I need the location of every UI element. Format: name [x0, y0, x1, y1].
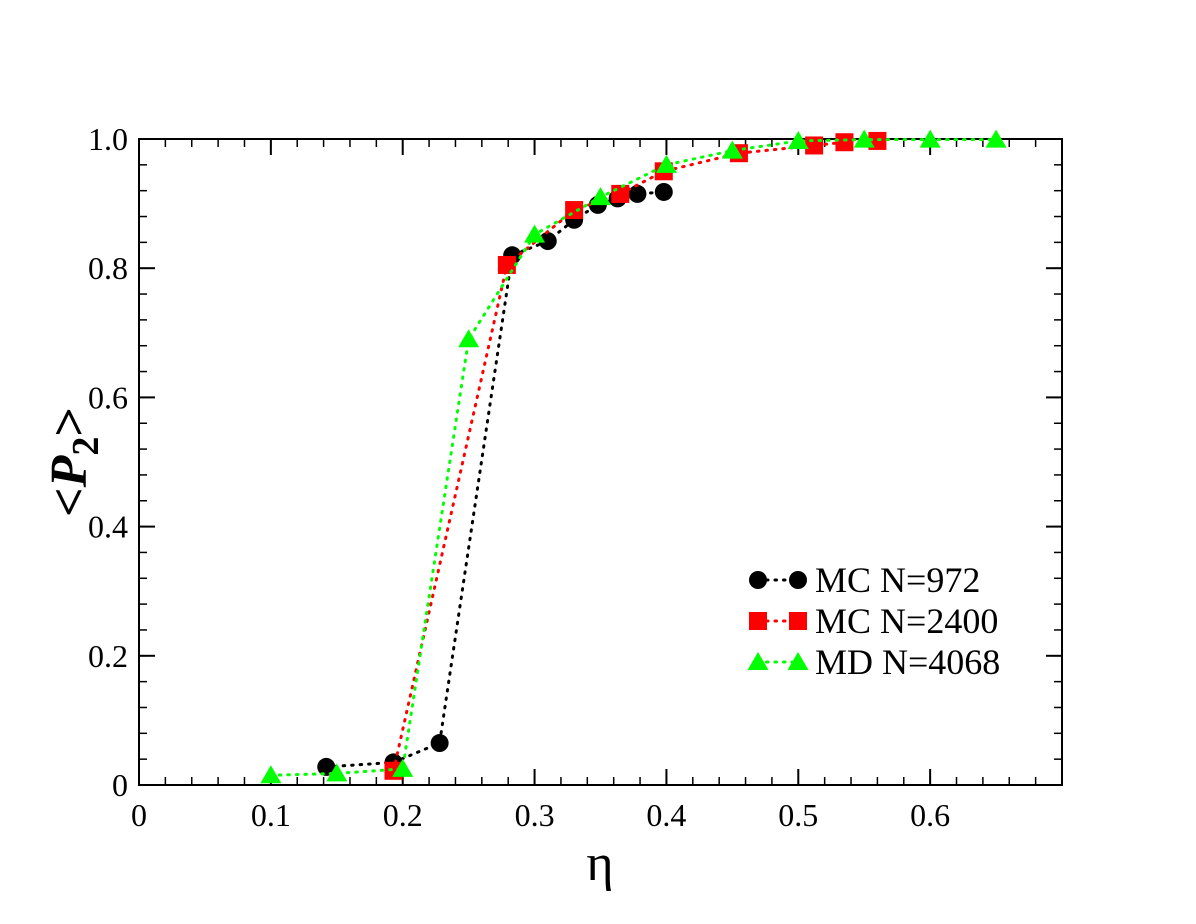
y-tick-label: 0.6	[88, 379, 128, 415]
data-point	[590, 187, 611, 206]
x-tick-label: 0.4	[646, 797, 686, 833]
data-point	[430, 734, 449, 753]
legend-entry: MD N=4068	[747, 642, 1000, 682]
legend-label: MC N=972	[815, 560, 980, 600]
series-layer	[260, 129, 1007, 784]
data-point	[458, 329, 480, 348]
y-tick-label: 1.0	[88, 121, 128, 157]
y-tick-label: 0.8	[88, 250, 128, 286]
data-point	[260, 765, 282, 784]
legend-marker	[749, 612, 767, 630]
data-point	[524, 224, 546, 243]
minor-ticks	[139, 139, 1062, 785]
series-2	[384, 131, 887, 780]
data-point	[853, 129, 875, 148]
data-point	[787, 130, 809, 149]
data-point	[721, 140, 743, 159]
y-axis-title-var: P	[41, 454, 98, 488]
data-point	[985, 129, 1007, 148]
x-tick-labels: 0 0.1 0.2 0.3 0.4 0.5 0.6	[131, 797, 950, 833]
data-point	[919, 129, 941, 148]
data-point	[538, 232, 557, 251]
series-line	[392, 139, 879, 773]
y-axis-title-close: >	[41, 407, 98, 437]
y-tick-label: 0.2	[88, 638, 128, 674]
legend-marker	[789, 612, 807, 630]
y-tick-label: 0.4	[88, 509, 128, 545]
legend-marker	[789, 571, 807, 589]
data-point	[392, 758, 414, 777]
data-point	[655, 154, 677, 173]
x-tick-label: 0.2	[383, 797, 423, 833]
x-tick-label: 0.1	[251, 797, 291, 833]
y-axis-title: <P2>	[41, 407, 107, 517]
legend-marker	[749, 571, 767, 589]
x-tick-label: 0.6	[910, 797, 950, 833]
plot-frame	[138, 138, 1063, 786]
data-point	[326, 763, 348, 782]
y-tick-label: 0	[112, 767, 128, 803]
x-tick-label: 0.5	[778, 797, 818, 833]
data-point	[611, 184, 630, 203]
legend-marker	[787, 652, 809, 670]
legend-entry: MC N=2400	[749, 601, 998, 641]
legend-entry: MC N=972	[749, 560, 980, 600]
series-3	[260, 129, 1007, 784]
y-tick-labels: 0 0.2 0.4 0.6 0.8 1.0	[88, 121, 128, 803]
x-tick-label: 0	[131, 797, 147, 833]
data-point	[835, 133, 854, 152]
data-point	[654, 182, 673, 201]
series-line	[269, 138, 998, 777]
major-ticks	[138, 138, 1062, 786]
data-point	[628, 184, 647, 203]
series-line	[324, 190, 666, 769]
x-axis-title: η	[586, 835, 613, 892]
data-point	[565, 201, 584, 220]
y-axis-title-open: <	[41, 487, 98, 517]
legend-label: MD N=4068	[815, 642, 1000, 682]
data-point	[317, 757, 336, 776]
y-axis-title-sub: 2	[65, 437, 107, 456]
legend-marker	[747, 652, 769, 670]
legend-label: MC N=2400	[815, 601, 998, 641]
series-1	[317, 182, 673, 776]
x-tick-label: 0.3	[515, 797, 555, 833]
